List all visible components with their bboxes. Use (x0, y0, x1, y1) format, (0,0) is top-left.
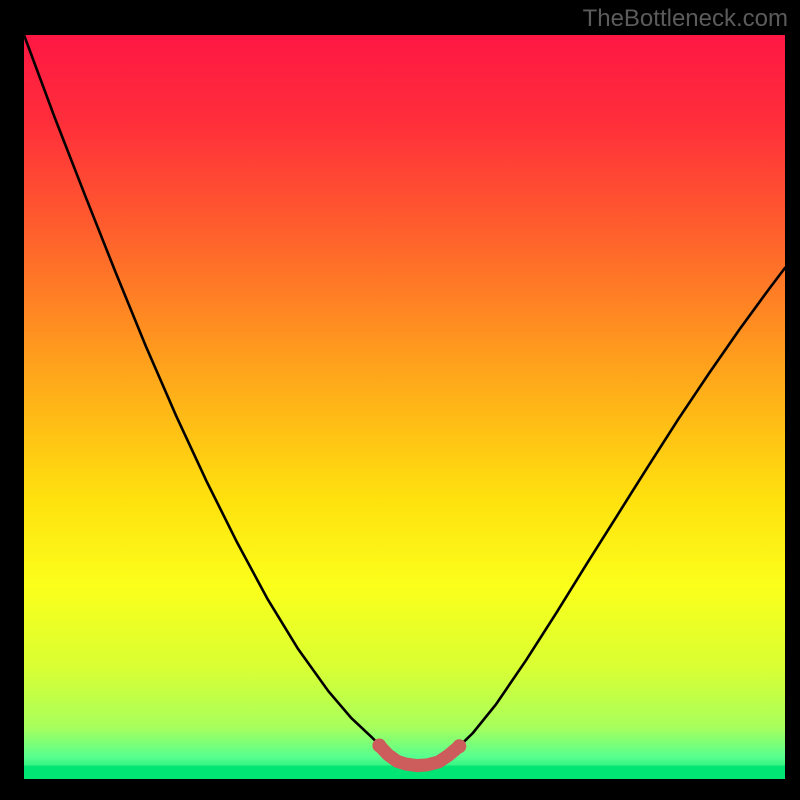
highlight-end-dot (372, 739, 386, 753)
highlight-end-dot (452, 739, 466, 753)
bottleneck-chart: TheBottleneck.com (0, 0, 800, 800)
watermark-text: TheBottleneck.com (583, 5, 788, 32)
plot-background (24, 35, 785, 779)
